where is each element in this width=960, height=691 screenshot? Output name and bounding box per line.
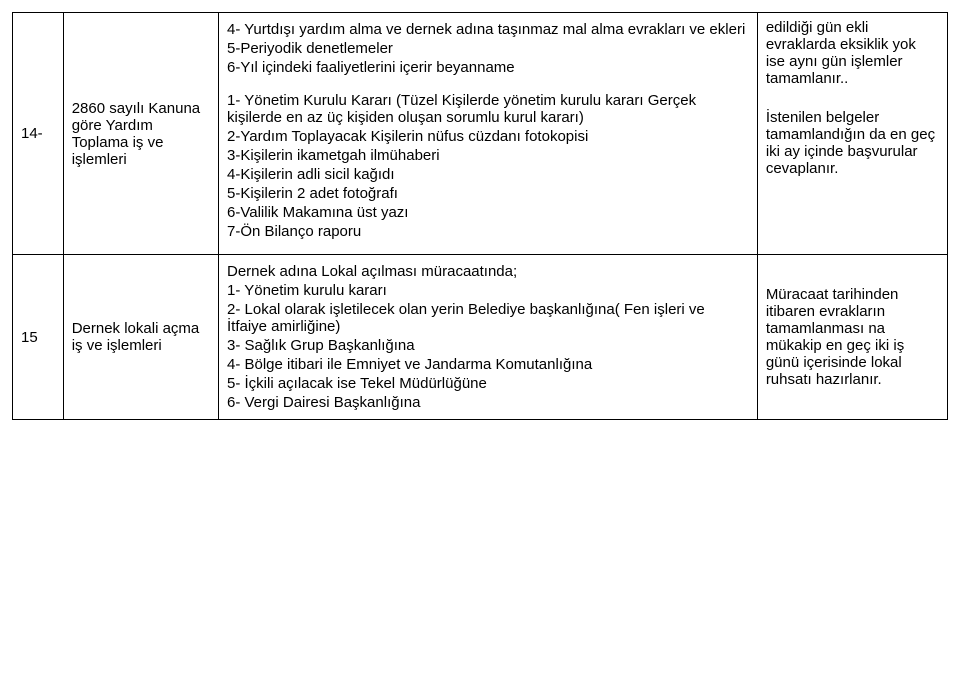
- body-line: 2- Lokal olarak işletilecek olan yerin B…: [227, 301, 749, 335]
- body-line: 3-Kişilerin ikametgah ilmühaberi: [227, 147, 749, 164]
- body-line: 3- Sağlık Grup Başkanlığına: [227, 337, 749, 354]
- body-title: Dernek adına Lokal açılması müracaatında…: [227, 263, 749, 280]
- table-row: 15 Dernek lokali açma iş ve işlemleri De…: [13, 255, 948, 420]
- body-line: 4-Kişilerin adli sicil kağıdı: [227, 166, 749, 183]
- body-line: 7-Ön Bilanço raporu: [227, 223, 749, 240]
- body-line: 2-Yardım Toplayacak Kişilerin nüfus cüzd…: [227, 128, 749, 145]
- body-line: 4- Bölge itibari ile Emniyet ve Jandarma…: [227, 356, 749, 373]
- service-body: 4- Yurtdışı yardım alma ve dernek adına …: [219, 13, 758, 255]
- service-note: Müracaat tarihinden itibaren evrakların …: [757, 255, 947, 420]
- note-block-2: İstenilen belgeler tamamlandığın da en g…: [766, 109, 939, 177]
- table-row: 14- 2860 sayılı Kanuna göre Yardım Topla…: [13, 13, 948, 255]
- service-name: 2860 sayılı Kanuna göre Yardım Toplama i…: [63, 13, 218, 255]
- body-line: 5-Kişilerin 2 adet fotoğrafı: [227, 185, 749, 202]
- body-line: 6-Yıl içindeki faaliyetlerini içerir bey…: [227, 59, 749, 76]
- service-name: Dernek lokali açma iş ve işlemleri: [63, 255, 218, 420]
- service-note: edildiği gün ekli evraklarda eksiklik yo…: [757, 13, 947, 255]
- body-line: 1- Yönetim Kurulu Kararı (Tüzel Kişilerd…: [227, 92, 749, 126]
- body-block-1: 4- Yurtdışı yardım alma ve dernek adına …: [227, 21, 749, 76]
- body-line: 6- Vergi Dairesi Başkanlığına: [227, 394, 749, 411]
- body-line: 5- İçkili açılacak ise Tekel Müdürlüğüne: [227, 375, 749, 392]
- body-block-2: 1- Yönetim Kurulu Kararı (Tüzel Kişilerd…: [227, 92, 749, 240]
- note-block-1: edildiği gün ekli evraklarda eksiklik yo…: [766, 19, 939, 87]
- body-line: 4- Yurtdışı yardım alma ve dernek adına …: [227, 21, 749, 38]
- row-number: 14-: [13, 13, 64, 255]
- services-table: 14- 2860 sayılı Kanuna göre Yardım Topla…: [12, 12, 948, 420]
- body-line: 5-Periyodik denetlemeler: [227, 40, 749, 57]
- body-line: 6-Valilik Makamına üst yazı: [227, 204, 749, 221]
- body-line: 1- Yönetim kurulu kararı: [227, 282, 749, 299]
- service-body: Dernek adına Lokal açılması müracaatında…: [219, 255, 758, 420]
- row-number: 15: [13, 255, 64, 420]
